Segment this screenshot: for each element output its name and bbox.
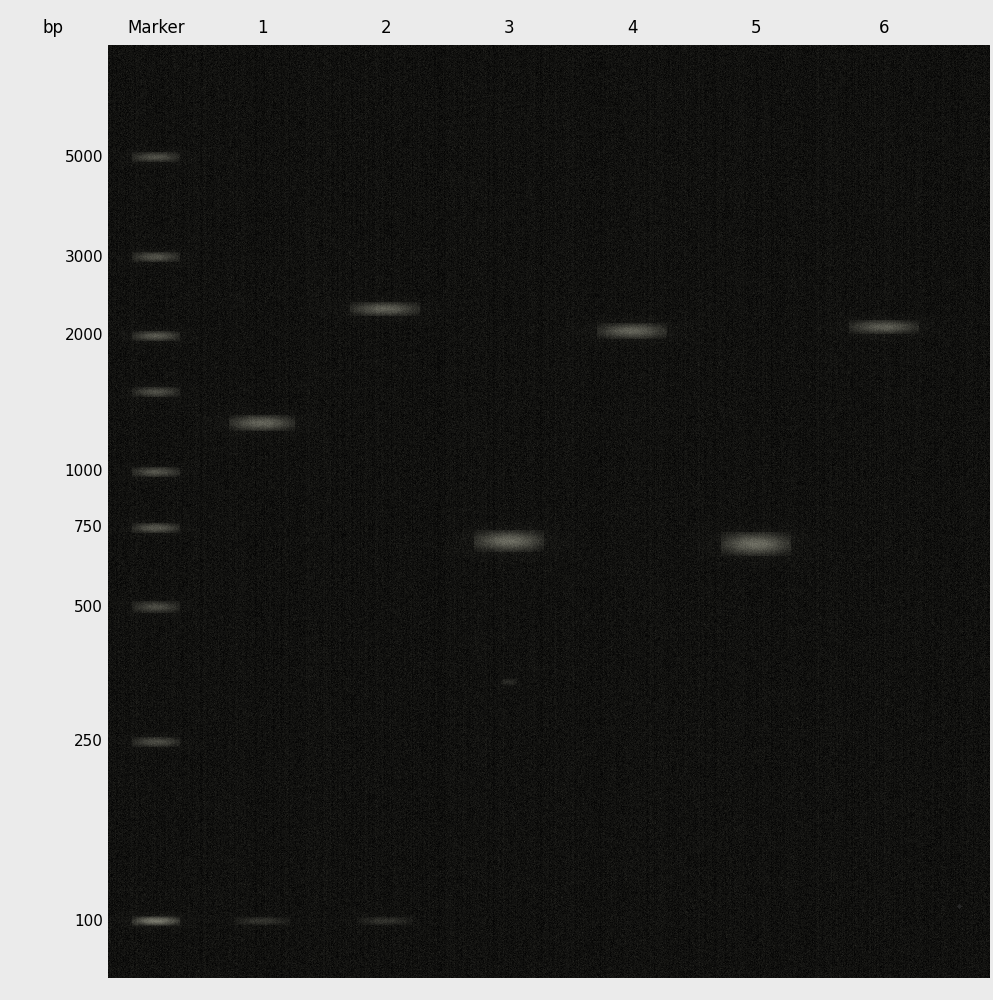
Text: 3: 3 xyxy=(504,19,514,37)
Text: 1: 1 xyxy=(257,19,268,37)
Text: 6: 6 xyxy=(879,19,890,37)
Text: 5000: 5000 xyxy=(65,149,103,164)
Text: 250: 250 xyxy=(74,734,103,750)
Text: 100: 100 xyxy=(74,914,103,928)
Text: Marker: Marker xyxy=(128,19,186,37)
Text: 4: 4 xyxy=(628,19,638,37)
Text: 750: 750 xyxy=(74,520,103,536)
Text: 2000: 2000 xyxy=(65,328,103,344)
Text: 2: 2 xyxy=(380,19,391,37)
Text: 500: 500 xyxy=(74,599,103,614)
Text: 1000: 1000 xyxy=(65,464,103,480)
Text: 3000: 3000 xyxy=(65,249,103,264)
Text: 5: 5 xyxy=(751,19,762,37)
Text: bp: bp xyxy=(43,19,64,37)
